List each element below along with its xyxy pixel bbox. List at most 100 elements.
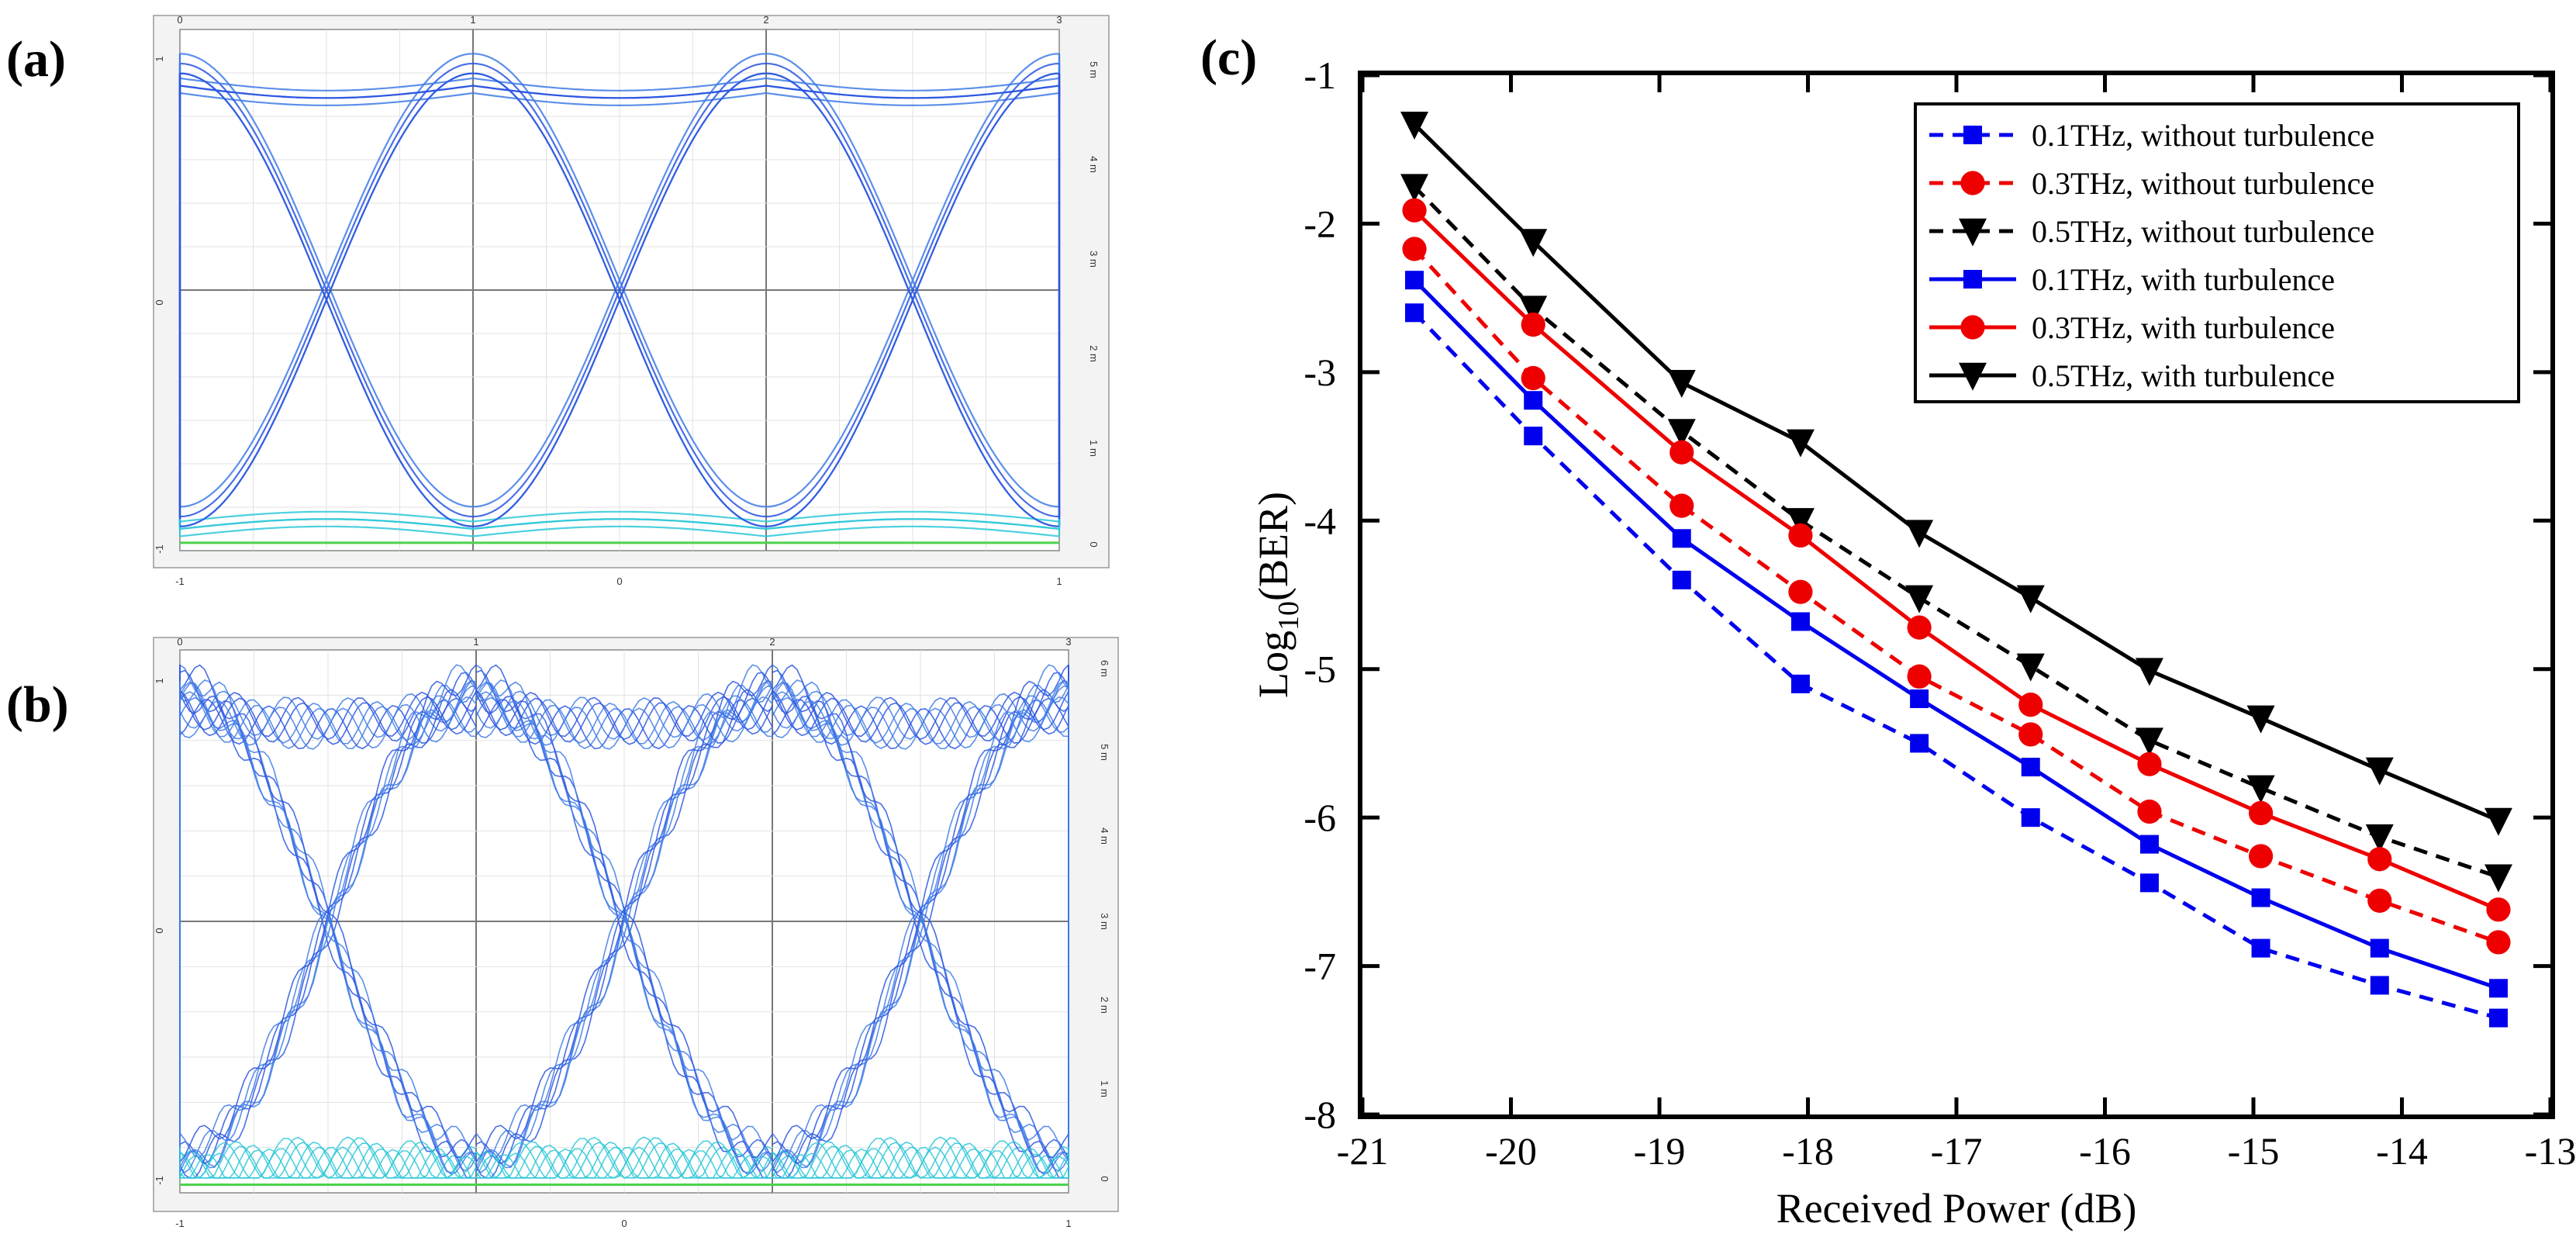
eye-trace [179,72,474,527]
data-point-series-2 [1907,664,1932,689]
x-tick-label: -17 [1931,1129,1983,1173]
panel-a-bottom-tick: 1 [1056,575,1062,587]
data-point-series-5 [1788,523,1813,548]
data-point-series-5 [1402,198,1427,223]
eye-trace [179,85,474,99]
data-point-series-5 [2018,693,2043,717]
eye-trace [772,664,1069,1163]
eye-trace [179,62,474,518]
data-point-series-1 [2251,938,2270,958]
panel-b-right-tick: 3 m [1099,913,1110,930]
y-tick-label: -2 [1304,202,1336,245]
panel-a-top-tick: 2 [763,14,768,26]
x-tick-label: -20 [1485,1129,1537,1173]
panel-c-plot-frame [1358,71,2555,1119]
data-point-series-1 [1524,427,1543,446]
panel-a-right-tick: 2 m [1088,345,1100,362]
legend-label: 0.5THz, without turbulence [2032,214,2374,249]
panel-a-top-tick: 0 [177,14,182,26]
series-line-6 [1413,123,2499,823]
y-axis-label-tail: (BER) [1250,492,1297,601]
data-point-series-6 [1519,229,1548,257]
data-point-series-6 [2016,585,2045,613]
data-point-series-6 [1905,520,1934,548]
data-point-series-5 [1521,313,1545,337]
eye-trace [772,697,1069,750]
panel-b-top-tick: 0 [177,636,182,648]
panel-a-right-tick: 4 m [1088,156,1100,173]
x-tick-label: -14 [2376,1129,2428,1173]
legend-swatch-marker [1959,218,1987,247]
data-point-series-4 [2488,979,2508,998]
y-tick-label: -7 [1304,945,1336,988]
x-tick-label: -13 [2525,1129,2576,1173]
panel-b-top-tick: 1 [473,636,478,648]
x-tick-label: -18 [1782,1129,1834,1173]
series-line-2 [1413,247,2499,945]
data-point-series-3 [2365,824,2394,852]
panel-a-right-tick: 3 m [1088,251,1100,268]
data-point-series-3 [1905,585,1934,613]
eye-trace [475,664,773,1163]
eye-trace [772,1136,1069,1179]
panel-b-top-tick: 2 [769,636,775,648]
data-point-series-5 [2367,847,2392,872]
panel-a-bottom-tick: -1 [175,575,185,587]
eye-trace [765,525,1060,537]
data-point-series-5 [2486,897,2511,922]
panel-b-right-tick: 1 m [1099,1080,1110,1097]
eye-trace [179,684,477,1173]
eye-trace [179,1141,476,1179]
data-point-series-2 [1788,579,1813,604]
eye-trace [765,518,1060,530]
data-point-series-5 [1670,440,1694,465]
legend-items: 0.1THz, without turbulence 0.3THz, witho… [1929,118,2374,393]
panel-b-label: (b) [6,676,69,733]
data-point-series-3 [1786,508,1815,537]
panel-a-right-tick: 1 m [1088,440,1100,457]
data-point-series-3 [1400,174,1429,202]
series-line-5 [1413,209,2499,912]
panel-b-right-tick: 5 m [1099,744,1110,761]
panel-b-bottom-tick: 1 [1065,1218,1071,1229]
eye-trace [179,77,474,92]
eye-trace [179,696,477,750]
legend: 0.1THz, without turbulence 0.3THz, witho… [1914,102,2520,403]
data-point-series-3 [1667,419,1696,447]
eye-trace [772,1146,1069,1179]
panel-b-eye-traces [179,664,1069,1186]
eye-trace [475,689,773,740]
panel-c: (c) -21 -20 -19 -18 -17 -16 -15 -14 -13-1-2-3-4-… [1200,29,2576,1232]
eye-trace [765,510,1060,523]
data-point-series-1 [1405,303,1424,323]
eye-trace [180,1146,477,1179]
series-line-4 [1413,278,2499,990]
y-tick-label: -3 [1304,351,1336,394]
series-line-1 [1413,311,2499,1021]
panel-a-left-tick: 0 [154,299,165,305]
y-tick-label: -1 [1304,54,1336,97]
data-point-series-4 [2370,938,2389,958]
data-point-series-1 [2139,873,2159,893]
data-point-series-4 [1790,612,1810,631]
eye-trace [772,696,1069,750]
data-point-series-3 [2135,727,2163,756]
eye-trace [472,62,767,518]
x-tick-label: -16 [2079,1129,2131,1173]
eye-trace [475,691,773,745]
panel-b: (b) 0 1 2 3 1 0 -1 -1 0 1 6 m 5 m 4 m 3 … [6,636,1119,1229]
y-tick-label: -6 [1304,796,1336,839]
eye-trace [472,510,767,523]
eye-trace [179,525,474,537]
data-point-series-4 [1910,689,1929,708]
data-point-series-1 [2021,808,2040,828]
eye-trace [179,689,477,740]
eye-trace [772,691,1069,745]
panel-a-right-tick: 0 [1088,541,1100,547]
panel-a-eye-traces [178,53,1061,544]
eye-trace [472,72,767,527]
panel-a: (a) 0 1 2 3 1 0 -1 -1 0 1 5 m 4 m 3 m 2 … [6,14,1110,587]
panel-b-right-tick: 0 [1099,1176,1110,1181]
eye-trace [179,696,477,750]
panel-a-top-tick: 3 [1056,14,1062,26]
